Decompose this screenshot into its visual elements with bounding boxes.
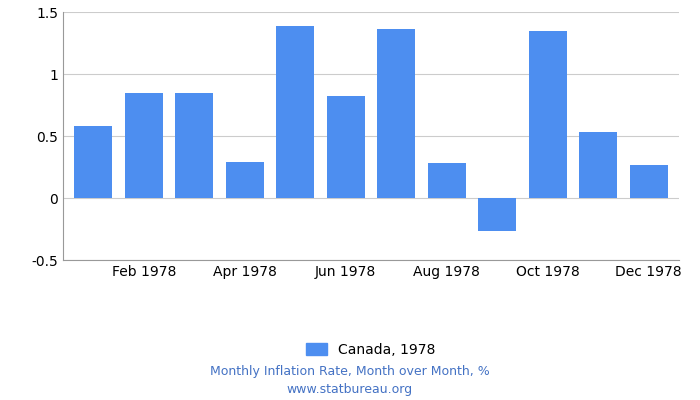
Bar: [377, 29, 415, 198]
Bar: [175, 93, 214, 198]
Bar: [276, 26, 314, 198]
Bar: [428, 163, 466, 198]
Text: Monthly Inflation Rate, Month over Month, %: Monthly Inflation Rate, Month over Month…: [210, 366, 490, 378]
Bar: [478, 198, 516, 232]
Bar: [327, 96, 365, 198]
Bar: [74, 126, 112, 198]
Bar: [226, 162, 264, 198]
Text: www.statbureau.org: www.statbureau.org: [287, 384, 413, 396]
Bar: [630, 164, 668, 198]
Bar: [580, 132, 617, 198]
Bar: [528, 31, 567, 198]
Legend: Canada, 1978: Canada, 1978: [301, 337, 441, 362]
Bar: [125, 93, 162, 198]
